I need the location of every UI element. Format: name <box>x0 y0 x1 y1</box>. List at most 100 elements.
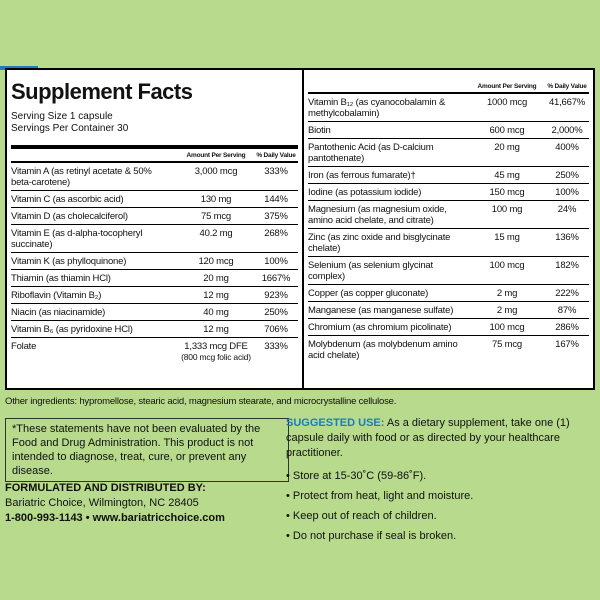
bullet-list: • Store at 15-30˚C (59-86˚F). • Protect f… <box>286 466 586 546</box>
amount-value: 2 mg <box>496 305 518 316</box>
daily-value: 167% <box>555 339 579 350</box>
divider <box>302 70 304 388</box>
amount: 12 mg <box>178 290 254 301</box>
bullet-dot: • <box>286 470 293 482</box>
dv-header: % Daily Value <box>547 83 587 90</box>
daily-value: 100% <box>555 187 579 198</box>
amount-value: 15 mg <box>494 232 520 243</box>
suggested-use-label: SUGGESTED USE: <box>286 417 385 429</box>
nutrient-row: Vitamin B₁₂ (as cyanocobalamin & methylc… <box>308 94 589 121</box>
amount-value: 12 mg <box>203 324 229 335</box>
spacer <box>11 152 178 159</box>
amount: 100 mg <box>469 204 545 226</box>
nutrient-row: Vitamin K (as phylloquinone) 120 mcg 100% <box>11 252 298 269</box>
nutrient-name: Folate <box>11 341 37 352</box>
amount-value: 75 mcg <box>492 339 522 350</box>
amount: 100 mcg <box>469 322 545 333</box>
amount: 45 mg <box>469 170 545 181</box>
nutrient-name: Copper (as copper gluconate) <box>308 288 429 299</box>
distributor-contact: 1-800-993-1143 • www.bariatricchoice.com <box>5 512 225 524</box>
nutrient-name: Vitamin K (as phylloquinone) <box>11 256 127 267</box>
nutrient-row: Thiamin (as thiamin HCl) 20 mg 1667% <box>11 269 298 286</box>
nutrient-name: Vitamin B₁₂ (as cyanocobalamin & methylc… <box>308 97 446 119</box>
amount-header: Amount Per Serving <box>186 152 246 159</box>
column-header: Amount Per Serving % Daily Value <box>11 152 298 161</box>
left-panel: Supplement Facts Serving Size 1 capsule … <box>11 70 298 365</box>
nutrient-row: Vitamin D (as cholecalciferol) 75 mcg 375% <box>11 207 298 224</box>
amount: 2 mg <box>469 288 545 299</box>
nutrient-name: Zinc (as zinc oxide and bisglycinate che… <box>308 232 451 254</box>
daily-value: 87% <box>557 305 577 316</box>
nutrient-row: Iodine (as potassium iodide) 150 mcg 100% <box>308 183 589 200</box>
daily-value: 100% <box>264 256 288 267</box>
amount: 150 mcg <box>469 187 545 198</box>
nutrient-row: Folate 1,333 mcg DFE (800 mcg folic acid) 3… <box>11 337 298 365</box>
nutrient-name: Vitamin D (as cholecalciferol) <box>11 211 128 222</box>
nutrient-name: Vitamin E (as d-alpha-tocopheryl succina… <box>11 228 143 250</box>
amount: 40 mg <box>178 307 254 318</box>
bullet-dot: • <box>286 510 293 522</box>
bullet-text: Keep out of reach of children. <box>292 510 437 522</box>
bullet: • Protect from heat, light and moisture. <box>286 486 586 506</box>
nutrient-row: Copper (as copper gluconate) 2 mg 222% <box>308 284 589 301</box>
amount: 130 mg <box>178 194 254 205</box>
nutrient-name: Vitamin B₆ (as pyridoxine HCl) <box>11 324 133 335</box>
amount-value: 100 mcg <box>489 260 525 271</box>
amount: 15 mg <box>469 232 545 254</box>
nutrient-row: Vitamin C (as ascorbic acid) 130 mg 144% <box>11 190 298 207</box>
nutrient-row: Chromium (as chromium picolinate) 100 mcg… <box>308 318 589 335</box>
amount-value: 3,000 mcg <box>194 166 238 177</box>
amount-value: 150 mcg <box>489 187 525 198</box>
bullet-dot: • <box>286 490 293 502</box>
nutrient-row: Manganese (as manganese sulfate) 2 mg 87% <box>308 301 589 318</box>
amount-value: 100 mcg <box>489 322 525 333</box>
right-panel: Amount Per Serving % Daily Value Vitamin… <box>308 70 589 363</box>
nutrient-name: Pantothenic Acid (as D-calcium pantothen… <box>308 142 434 164</box>
other-ingredients: Other ingredients: hypromellose, stearic… <box>5 396 397 407</box>
amount-value: 75 mcg <box>201 211 231 222</box>
amount-value: 600 mcg <box>489 125 525 136</box>
nutrient-row: Riboflavin (Vitamin B₂) 12 mg 923% <box>11 286 298 303</box>
serving-size: Serving Size 1 capsule <box>11 111 113 122</box>
amount: 100 mcg <box>469 260 545 282</box>
amount-header: Amount Per Serving <box>477 83 537 90</box>
amount: 40.2 mg <box>178 228 254 250</box>
amount: 75 mcg <box>469 339 545 361</box>
rule <box>11 145 298 149</box>
nutrient-row: Vitamin A (as retinyl acetate & 50% beta… <box>11 163 298 190</box>
amount-note: (800 mcg folic acid) <box>181 352 251 362</box>
distributor-address: Bariatric Choice, Wilmington, NC 28405 <box>5 497 199 509</box>
amount-value: 12 mg <box>203 290 229 301</box>
amount-value: 40.2 mg <box>199 228 233 239</box>
nutrient-name: Chromium (as chromium picolinate) <box>308 322 452 333</box>
nutrient-row: Pantothenic Acid (as D-calcium pantothen… <box>308 138 589 166</box>
amount-value: 1,333 mcg DFE <box>184 341 248 352</box>
daily-value: 222% <box>555 288 579 299</box>
nutrient-name: Niacin (as niacinamide) <box>11 307 106 318</box>
daily-value: 41,667% <box>548 97 586 108</box>
nutrient-name: Molybdenum (as molybdenum amino acid che… <box>308 339 458 361</box>
amount: 600 mcg <box>469 125 545 136</box>
nutrient-row: Niacin (as niacinamide) 40 mg 250% <box>11 303 298 320</box>
bullet: • Store at 15-30˚C (59-86˚F). <box>286 466 586 486</box>
amount: 20 mg <box>178 273 254 284</box>
bullet-text: Protect from heat, light and moisture. <box>292 490 474 502</box>
distributor-heading: FORMULATED AND DISTRIBUTED BY: <box>5 482 206 494</box>
amount-value: 130 mg <box>200 194 232 205</box>
amount-value: 40 mg <box>203 307 229 318</box>
nutrient-row: Selenium (as selenium glycinat complex) 1… <box>308 256 589 284</box>
amount-value: 20 mg <box>203 273 229 284</box>
column-header: Amount Per Serving % Daily Value <box>308 83 589 92</box>
amount-value: 1000 mcg <box>486 97 528 108</box>
daily-value: 923% <box>264 290 288 301</box>
nutrient-row: Vitamin E (as d-alpha-tocopheryl succina… <box>11 224 298 252</box>
nutrient-row: Zinc (as zinc oxide and bisglycinate che… <box>308 228 589 256</box>
nutrient-name: Riboflavin (Vitamin B₂) <box>11 290 102 301</box>
nutrient-name: Vitamin C (as ascorbic acid) <box>11 194 124 205</box>
suggested-use-text: As a dietary supplement, take one (1) ca… <box>286 417 570 459</box>
amount-value: 20 mg <box>494 142 520 153</box>
left-table: Vitamin A (as retinyl acetate & 50% beta… <box>11 161 298 365</box>
dv-header: % Daily Value <box>256 152 296 159</box>
suggested-use: SUGGESTED USE: As a dietary supplement, … <box>286 416 586 461</box>
nutrient-name: Iron (as ferrous fumarate)† <box>308 170 416 181</box>
